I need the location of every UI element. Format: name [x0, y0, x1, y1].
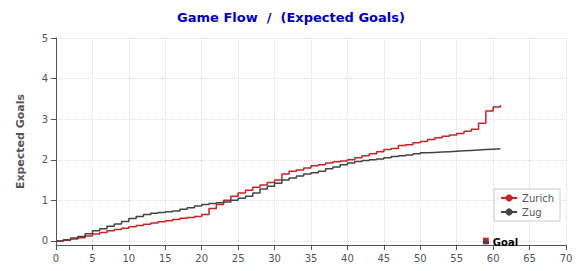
svg-text:2: 2: [42, 154, 48, 165]
svg-text:10: 10: [122, 253, 135, 264]
svg-text:4: 4: [42, 73, 48, 84]
svg-text:35: 35: [305, 253, 318, 264]
svg-text:40: 40: [341, 253, 354, 264]
svg-text:0: 0: [42, 235, 48, 246]
svg-text:65: 65: [523, 253, 536, 264]
svg-text:55: 55: [450, 253, 463, 264]
svg-text:0: 0: [53, 253, 59, 264]
svg-text:50: 50: [414, 253, 427, 264]
svg-text:45: 45: [377, 253, 390, 264]
svg-text:Goal: Goal: [493, 237, 518, 248]
svg-text:20: 20: [195, 253, 208, 264]
svg-text:70: 70: [560, 253, 573, 264]
svg-text:5: 5: [89, 253, 95, 264]
svg-text:5: 5: [42, 33, 48, 44]
svg-text:Zug: Zug: [522, 207, 542, 218]
svg-text:Expected Goals: Expected Goals: [14, 93, 27, 189]
svg-text:60: 60: [487, 253, 500, 264]
svg-text:1: 1: [42, 195, 48, 206]
svg-text:30: 30: [268, 253, 281, 264]
svg-text:Game Flow / (Expected Goals): Game Flow / (Expected Goals): [177, 10, 405, 25]
svg-text:Zurich: Zurich: [522, 193, 554, 204]
svg-text:15: 15: [159, 253, 172, 264]
svg-text:25: 25: [232, 253, 245, 264]
svg-text:3: 3: [42, 114, 48, 125]
